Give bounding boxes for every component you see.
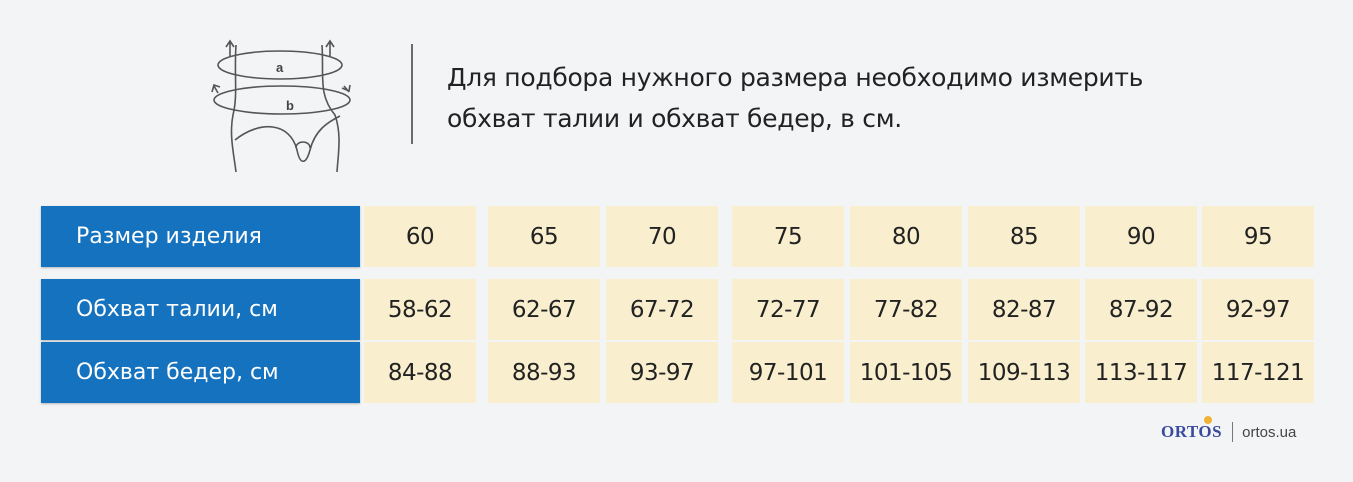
footer: ORTOS ortos.ua: [1161, 416, 1297, 442]
table-cell: 60: [364, 206, 476, 267]
table-cell: 82-87: [968, 279, 1080, 340]
table-cell: 85: [968, 206, 1080, 267]
table-cell: 65: [488, 206, 600, 267]
waist-label: a: [276, 60, 284, 75]
table-cell: 84-88: [364, 342, 476, 403]
table-cell: 92-97: [1202, 279, 1314, 340]
table-cell: 87-92: [1085, 279, 1197, 340]
table-cell: 90: [1085, 206, 1197, 267]
table-cell: 109-113: [968, 342, 1080, 403]
row-header: Обхват талии, см: [41, 279, 360, 340]
table-cell: 72-77: [732, 279, 844, 340]
table-cell: 62-67: [488, 279, 600, 340]
table-cell: 88-93: [488, 342, 600, 403]
website-link[interactable]: ortos.ua: [1242, 423, 1297, 441]
table-cell: 97-101: [732, 342, 844, 403]
table-cell: 70: [606, 206, 718, 267]
row-header: Размер изделия: [41, 206, 360, 267]
ortos-logo: ORTOS: [1161, 416, 1223, 442]
table-cell: 113-117: [1085, 342, 1197, 403]
table-cell: 93-97: [606, 342, 718, 403]
logo-mark-icon: [1204, 416, 1212, 424]
vertical-divider: [411, 44, 413, 144]
table-cell: 117-121: [1202, 342, 1314, 403]
table-cell: 75: [732, 206, 844, 267]
measurement-instruction: Для подбора нужного размера необходимо и…: [447, 63, 1144, 133]
hips-diagram-icon: a b: [211, 39, 351, 173]
hip-label: b: [286, 98, 294, 113]
table-cell: 67-72: [606, 279, 718, 340]
body-measurement-illustration: a b: [200, 30, 360, 180]
table-cell: 77-82: [850, 279, 962, 340]
table-cell: 80: [850, 206, 962, 267]
row-header: Обхват бедер, см: [41, 342, 360, 403]
table-cell: 101-105: [850, 342, 962, 403]
table-cell: 95: [1202, 206, 1314, 267]
footer-divider: [1232, 422, 1234, 442]
table-cell: 58-62: [364, 279, 476, 340]
brand-name: ORTOS: [1161, 422, 1223, 441]
